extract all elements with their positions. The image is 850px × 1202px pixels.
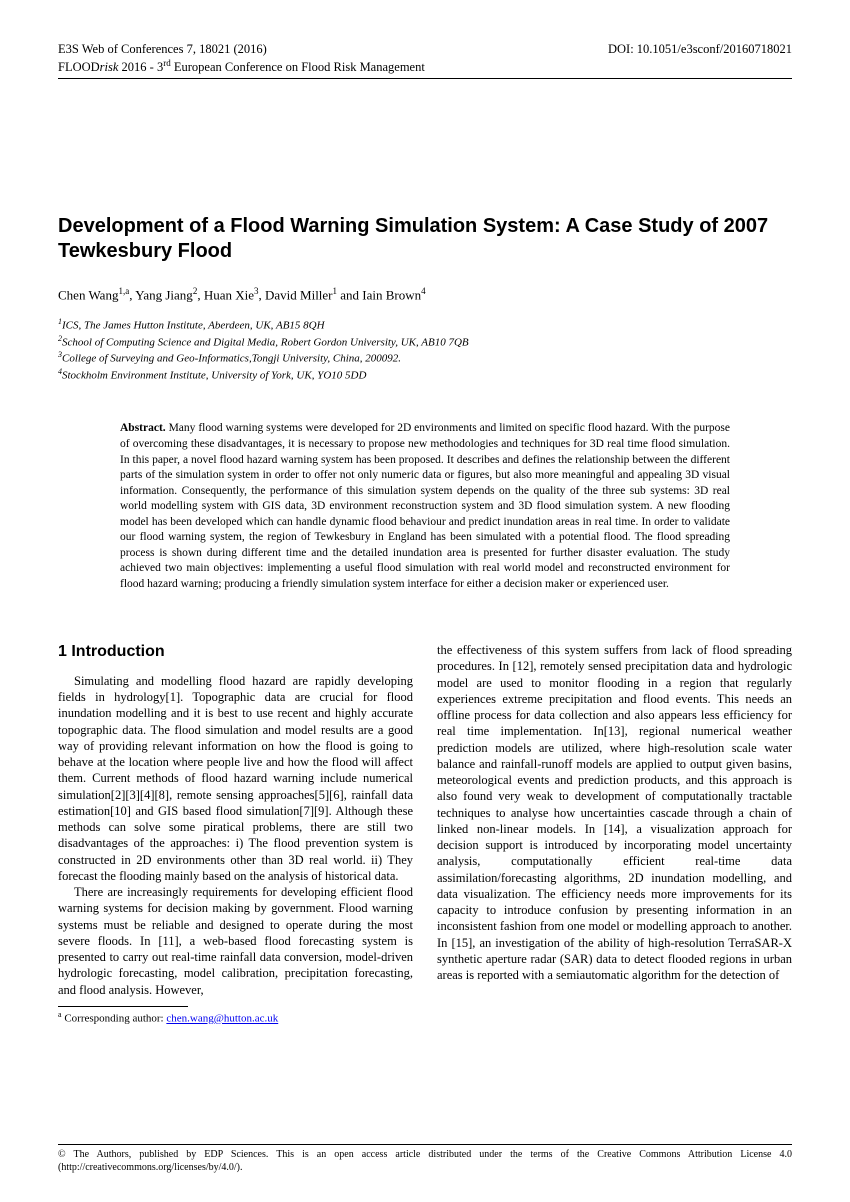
paper-title: Development of a Flood Warning Simulatio… bbox=[58, 214, 792, 264]
abstract: Abstract. Many flood warning systems wer… bbox=[120, 421, 730, 592]
affiliation-line: ICS, The James Hutton Institute, Aberdee… bbox=[62, 320, 325, 332]
body-paragraph: the effectiveness of this system suffers… bbox=[437, 642, 792, 983]
affiliations: 1ICS, The James Hutton Institute, Aberde… bbox=[58, 317, 792, 383]
license-footer: © The Authors, published by EDP Sciences… bbox=[58, 1144, 792, 1174]
author-name: Yang Jiang bbox=[135, 287, 193, 302]
body-columns: 1 Introduction Simulating and modelling … bbox=[58, 642, 792, 1026]
header-top-row: E3S Web of Conferences 7, 18021 (2016) D… bbox=[58, 42, 792, 57]
affiliation-line: College of Surveying and Geo-Informatics… bbox=[62, 353, 401, 365]
author-email-link[interactable]: chen.wang@hutton.ac.uk bbox=[166, 1013, 278, 1025]
conference-line: FLOODrisk 2016 - 3rd European Conference… bbox=[58, 58, 792, 75]
author-list: Chen Wang1,a, Yang Jiang2, Huan Xie3, Da… bbox=[58, 286, 792, 303]
column-right: the effectiveness of this system suffers… bbox=[437, 642, 792, 1026]
corresponding-author-footnote: a Corresponding author: chen.wang@hutton… bbox=[58, 1010, 413, 1026]
author-name: Huan Xie bbox=[204, 287, 254, 302]
section-heading: 1 Introduction bbox=[58, 642, 413, 663]
author-name: Iain Brown bbox=[362, 287, 421, 302]
author-name: David Miller bbox=[265, 287, 333, 302]
affiliation-line: School of Computing Science and Digital … bbox=[62, 337, 469, 349]
body-paragraph: Simulating and modelling flood hazard ar… bbox=[58, 673, 413, 884]
body-paragraph: There are increasingly requirements for … bbox=[58, 884, 413, 998]
doi: DOI: 10.1051/e3sconf/20160718021 bbox=[608, 42, 792, 57]
author-name: Chen Wang bbox=[58, 287, 118, 302]
affiliation-line: Stockholm Environment Institute, Univers… bbox=[62, 370, 366, 382]
header-rule bbox=[58, 78, 792, 79]
footnote-rule bbox=[58, 1006, 188, 1007]
abstract-text: Many flood warning systems were develope… bbox=[120, 422, 730, 589]
journal-ref: E3S Web of Conferences 7, 18021 (2016) bbox=[58, 42, 267, 57]
column-left: 1 Introduction Simulating and modelling … bbox=[58, 642, 413, 1026]
abstract-label: Abstract. bbox=[120, 422, 166, 434]
